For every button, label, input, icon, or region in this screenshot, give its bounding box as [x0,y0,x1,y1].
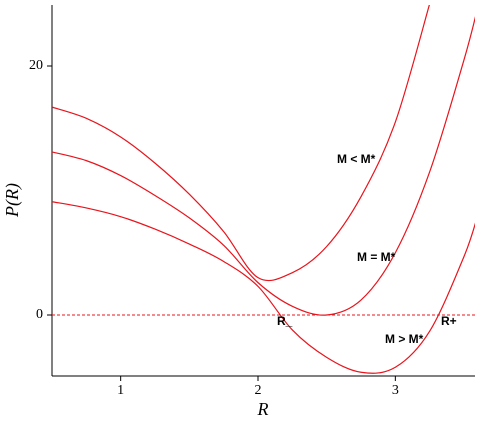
y-tick-label: 0 [36,307,43,322]
curve [52,5,430,282]
plot-area [52,5,475,374]
x-axis-label: R [257,399,269,419]
x-tick-label: 3 [392,383,399,398]
annotation: M = M* [357,250,396,264]
annotation: R_ [277,314,293,328]
y-tick-label: 20 [29,58,43,73]
curve [52,201,475,374]
annotation: R+ [441,314,457,328]
x-tick-label: 1 [117,383,124,398]
annotation: M < M* [337,152,376,166]
x-tick-label: 2 [255,383,262,398]
curve [52,16,475,316]
annotation: M > M* [385,332,424,346]
y-axis-label: P(R) [2,183,23,218]
